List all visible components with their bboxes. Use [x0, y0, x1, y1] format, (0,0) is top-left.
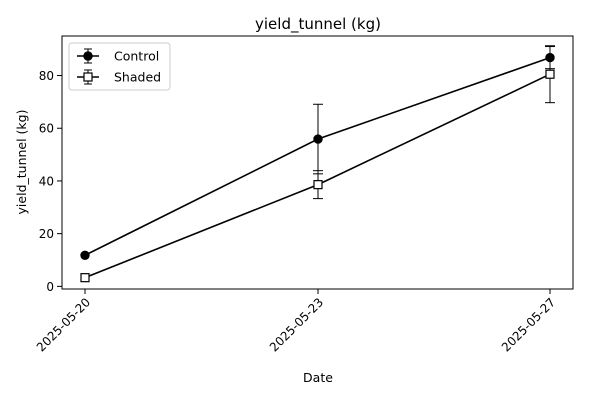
series-layer: [80, 45, 555, 283]
legend-label: Shaded: [114, 70, 161, 85]
legend-item-shaded: Shaded: [77, 69, 161, 85]
series-shaded: [80, 45, 555, 283]
legend: Control Shaded: [68, 42, 171, 91]
x-tick-label: 2025-05-23: [267, 295, 326, 354]
chart-title: yield_tunnel (kg): [255, 15, 381, 34]
legend-item-control: Control: [77, 48, 159, 64]
legend-box: [68, 42, 171, 91]
legend-marker: [83, 72, 93, 82]
data-point: [313, 180, 323, 190]
y-tick-label: 40: [39, 174, 54, 188]
legend-label: Control: [114, 49, 159, 64]
y-tick-label: 0: [46, 280, 54, 294]
y-tick-label: 20: [39, 227, 54, 241]
y-axis: 0 20 40 60 80: [39, 69, 62, 294]
x-axis: 2025-05-20 2025-05-23 2025-05-27: [34, 289, 558, 354]
data-point: [80, 250, 90, 260]
data-point: [80, 273, 90, 283]
x-tick-label: 2025-05-20: [34, 295, 93, 354]
data-point: [545, 69, 555, 79]
x-axis-label: Date: [303, 370, 333, 385]
data-point: [313, 134, 323, 144]
x-tick-label: 2025-05-27: [499, 295, 558, 354]
y-axis-label: yield_tunnel (kg): [14, 110, 29, 215]
legend-marker: [83, 51, 93, 61]
y-tick-label: 80: [39, 69, 54, 83]
y-tick-label: 60: [39, 122, 54, 136]
